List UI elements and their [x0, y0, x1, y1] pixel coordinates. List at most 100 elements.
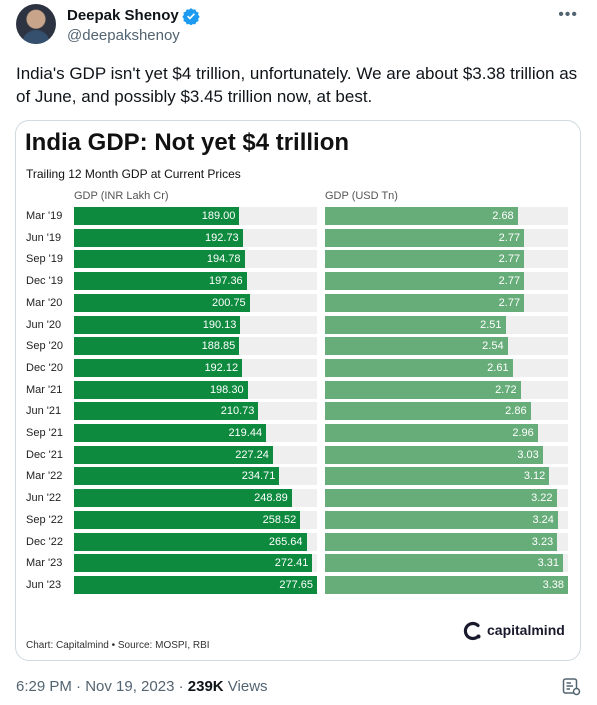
series-label-usd: GDP (USD Tn)	[325, 190, 398, 202]
chart-subtitle: Trailing 12 Month GDP at Current Prices	[26, 167, 241, 181]
data-label: 2.96	[512, 427, 534, 439]
data-label: 2.54	[482, 340, 504, 353]
data-label: 197.36	[209, 275, 243, 288]
bar-inr[interactable]: 192.12	[74, 358, 243, 377]
bar-usd[interactable]: 2.68	[325, 207, 518, 225]
bar-usd[interactable]: 2.51	[325, 315, 506, 334]
bar-track-inr: 194.78	[74, 250, 317, 269]
data-label: 3.22	[531, 492, 553, 505]
bar-track-usd: 2.77	[325, 272, 568, 291]
timestamp[interactable]: 6:29 PM · Nov 19, 2023 ·	[16, 678, 188, 695]
bar-usd[interactable]: 2.77	[325, 228, 525, 247]
bar-inr[interactable]: 258.52	[74, 510, 301, 529]
bar-usd[interactable]: 3.03	[325, 445, 543, 464]
bar-usd[interactable]: 3.22	[325, 489, 557, 508]
chart-card[interactable]: India GDP: Not yet $4 trillion Trailing …	[15, 120, 581, 661]
data-label: 258.52	[262, 513, 297, 526]
bar-track-usd: 2.77	[325, 228, 568, 247]
category-label: Sep '22	[26, 513, 63, 526]
category-label: Sep '19	[26, 253, 63, 266]
bar-inr[interactable]: 197.36	[74, 272, 247, 291]
bar-track-usd: 2.72	[325, 380, 568, 399]
data-label: 188.85	[201, 340, 236, 353]
bar-track-usd: 3.24	[325, 510, 568, 529]
bar-inr[interactable]: 248.89	[74, 489, 292, 508]
data-label: 234.71	[241, 470, 276, 483]
bar-inr[interactable]: 219.44	[74, 424, 267, 442]
chart-title: India GDP: Not yet $4 trillion	[25, 129, 350, 156]
data-label: 3.12	[523, 470, 546, 483]
bar-inr[interactable]: 189.00	[74, 207, 240, 225]
more-horizontal-icon[interactable]: •••	[558, 6, 578, 23]
data-label: 190.13	[202, 318, 237, 331]
data-label: 189.00	[201, 210, 236, 222]
bar-inr[interactable]: 190.13	[74, 315, 241, 334]
bar-usd[interactable]: 2.77	[325, 250, 525, 269]
bar-inr[interactable]: 277.65	[74, 575, 317, 594]
bar-usd[interactable]: 3.24	[325, 510, 558, 529]
bar-usd[interactable]: 2.86	[325, 402, 531, 421]
bar-usd[interactable]: 3.12	[325, 467, 550, 486]
data-label: 2.51	[480, 318, 502, 331]
bar-track-usd: 3.03	[325, 445, 568, 464]
share-icon[interactable]	[561, 676, 581, 696]
tweet-text: India's GDP isn't yet $4 trillion, unfor…	[16, 64, 578, 106]
bar-inr[interactable]: 272.41	[74, 554, 313, 573]
data-label: 2.61	[487, 361, 509, 374]
logo-text: capitalmind	[487, 622, 565, 638]
avatar[interactable]	[16, 4, 56, 44]
bar-usd[interactable]: 2.61	[325, 358, 513, 377]
bar-track-inr: 234.71	[74, 467, 317, 486]
data-label: 192.73	[205, 231, 239, 244]
category-label: Dec '20	[26, 361, 63, 374]
bar-usd[interactable]: 2.96	[325, 424, 538, 442]
bar-track-usd: 2.86	[325, 402, 568, 421]
data-label: 219.44	[228, 427, 263, 439]
bar-track-inr: 227.24	[74, 445, 317, 464]
bar-track-inr: 265.64	[74, 532, 317, 551]
bar-track-usd: 2.77	[325, 293, 568, 312]
bar-inr[interactable]: 227.24	[74, 445, 273, 464]
category-label: Dec '19	[26, 275, 63, 288]
data-label: 2.77	[498, 296, 521, 309]
bar-track-inr: 210.73	[74, 402, 317, 421]
data-label: 272.41	[274, 557, 309, 570]
bar-usd[interactable]: 2.72	[325, 380, 521, 399]
bar-usd[interactable]: 3.31	[325, 554, 563, 573]
bar-track-inr: 277.65	[74, 575, 317, 594]
views-label: Views	[223, 678, 268, 695]
bar-inr[interactable]: 234.71	[74, 467, 280, 486]
author-handle[interactable]: @deepakshenoy	[67, 27, 180, 44]
series-label-inr: GDP (INR Lakh Cr)	[74, 190, 169, 202]
category-label: Mar '20	[26, 296, 63, 309]
bar-inr[interactable]: 198.30	[74, 380, 248, 399]
bar-inr[interactable]: 265.64	[74, 532, 307, 551]
data-label: 192.12	[204, 361, 239, 374]
bar-usd[interactable]: 2.54	[325, 337, 508, 356]
bar-track-usd: 3.22	[325, 489, 568, 508]
data-label: 248.89	[254, 492, 288, 505]
bar-usd[interactable]: 2.77	[325, 293, 525, 312]
bar-inr[interactable]: 210.73	[74, 402, 259, 421]
category-label: Mar '21	[26, 383, 63, 396]
bar-inr[interactable]: 192.73	[74, 228, 243, 247]
bar-track-usd: 2.77	[325, 250, 568, 269]
data-label: 3.23	[531, 535, 554, 548]
data-label: 2.72	[495, 383, 517, 396]
bar-usd[interactable]: 3.38	[325, 575, 568, 594]
category-label: Dec '21	[26, 448, 63, 461]
bar-usd[interactable]: 3.23	[325, 532, 558, 551]
author-name[interactable]: Deepak Shenoy	[67, 7, 179, 24]
bar-track-inr: 248.89	[74, 489, 317, 508]
bar-inr[interactable]: 188.85	[74, 337, 240, 356]
data-label: 3.03	[517, 448, 539, 461]
bar-inr[interactable]: 200.75	[74, 293, 250, 312]
category-label: Jun '23	[26, 578, 62, 591]
category-label: Jun '20	[26, 318, 62, 331]
bar-inr[interactable]: 194.78	[74, 250, 245, 269]
bar-track-inr: 198.30	[74, 380, 317, 399]
chart-source: Chart: Capitalmind • Source: MOSPI, RBI	[26, 640, 210, 651]
bar-usd[interactable]: 2.77	[325, 272, 525, 291]
bar-track-inr: 258.52	[74, 510, 317, 529]
views-count: 239K	[187, 678, 224, 695]
